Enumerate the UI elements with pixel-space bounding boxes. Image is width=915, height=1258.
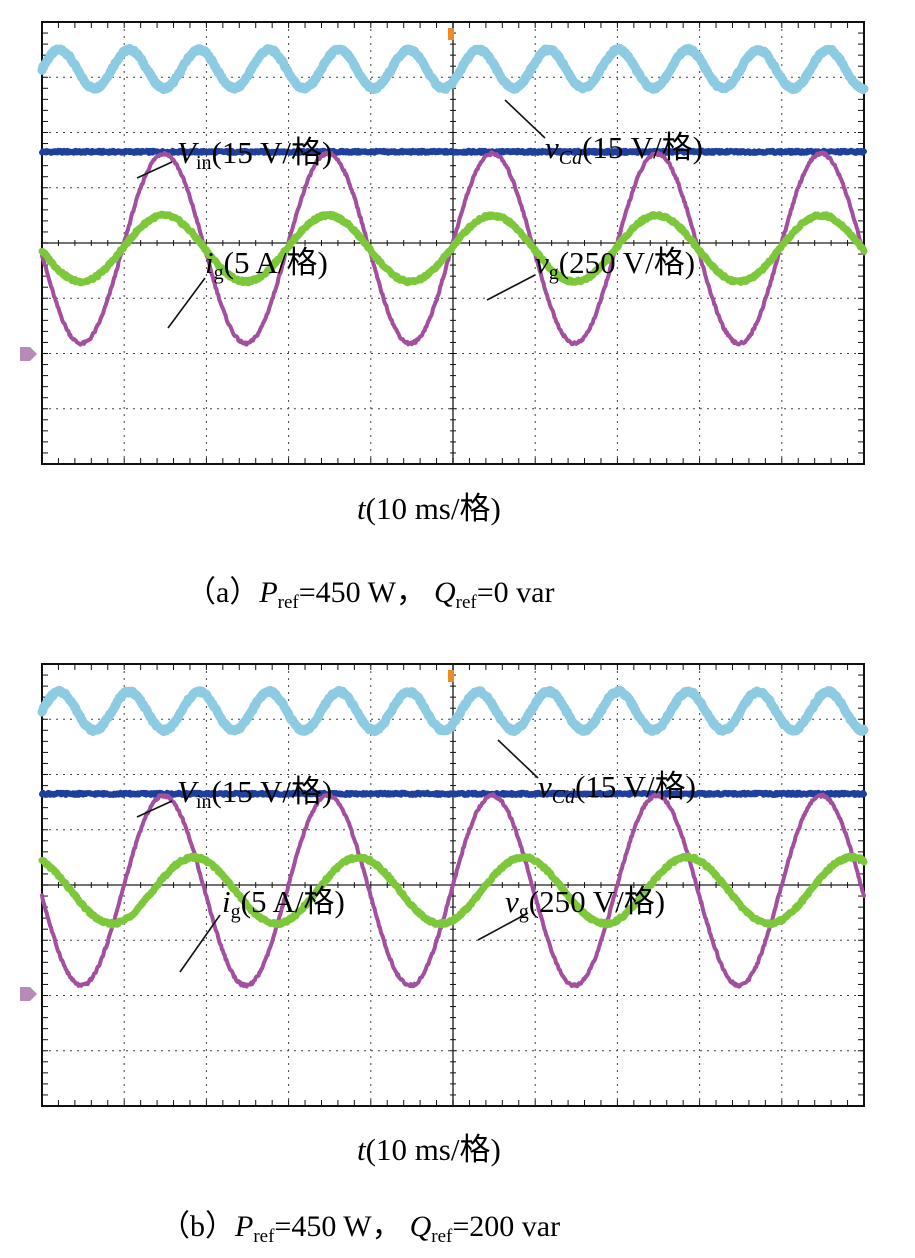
- vg-label-a: vg(250 V/格): [535, 245, 695, 284]
- trigger-marker-icon: [448, 28, 454, 40]
- vcd-leader-line-b: [497, 739, 539, 779]
- vcd-label-b: vCd(15 V/格): [538, 769, 696, 808]
- ig-leader-line-b: [179, 914, 221, 973]
- vcd-leader-line-a: [504, 99, 546, 139]
- traces-a: [37, 43, 869, 347]
- caption-a: （a）Pref=450 W， Qref=0 var: [186, 576, 554, 613]
- vin-trace: [39, 789, 867, 798]
- vin-label-b: Vin(15 V/格): [177, 774, 332, 813]
- x-axis-label-a: t(10 ms/格): [357, 491, 501, 526]
- ig-trace: [38, 852, 868, 929]
- ig-label-a: ig(5 A/格): [205, 245, 328, 284]
- vin-leader-line-b: [136, 800, 173, 818]
- panel-a: Vin(15 V/格) vCd(15 V/格) ig(5 A/格) vg(250…: [20, 21, 869, 613]
- vin-leader-line-a: [136, 161, 173, 179]
- vg-leader-line-b: [477, 912, 529, 941]
- vin-label-a: Vin(15 V/格): [177, 135, 332, 174]
- vcd-label-a: vCd(15 V/格): [545, 130, 703, 169]
- vin-trace: [39, 147, 867, 156]
- ig-trace: [38, 210, 868, 287]
- panel-b: Vin(15 V/格) vCd(15 V/格) ig(5 A/格) vg(250…: [20, 663, 869, 1247]
- trigger-marker-icon: [448, 670, 454, 682]
- ig-leader-line-a: [167, 277, 206, 329]
- grid-a: [41, 21, 865, 465]
- ch-level-marker-icon: [20, 347, 37, 361]
- traces-b: [37, 685, 869, 989]
- ch-level-marker-icon: [20, 987, 37, 1001]
- vg-trace: [40, 792, 866, 989]
- vcd-trace: [37, 685, 869, 737]
- caption-b: （b）Pref=450 W， Qref=200 var: [160, 1210, 560, 1247]
- vg-label-b: vg(250 V/格): [505, 884, 665, 923]
- ig-label-b: ig(5 A/格): [222, 884, 345, 923]
- x-axis-label-b: t(10 ms/格): [357, 1132, 501, 1167]
- vcd-trace: [37, 43, 869, 95]
- vg-leader-line-a: [486, 274, 536, 301]
